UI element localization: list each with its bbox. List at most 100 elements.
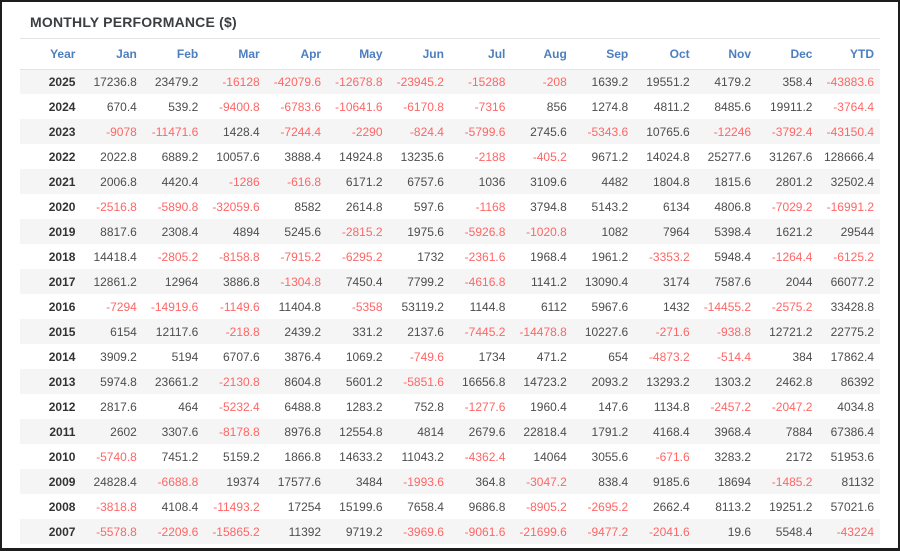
value-cell: 9686.8 <box>468 499 506 514</box>
value-cell: -2041.6 <box>648 524 690 539</box>
column-header-dec[interactable]: Dec <box>757 39 819 70</box>
column-header-jun[interactable]: Jun <box>388 39 450 70</box>
value-cell: 5398.4 <box>714 224 752 239</box>
value-cell: 4811.2 <box>653 99 690 114</box>
year-cell: 2010 <box>48 449 76 464</box>
value-cell: 4894 <box>232 224 260 239</box>
value-cell: -43224 <box>836 524 874 539</box>
value-cell: -32059.6 <box>212 199 260 214</box>
value-cell: -12246 <box>713 124 752 139</box>
value-cell: -6295.2 <box>341 249 383 264</box>
value-cell: 19911.2 <box>769 99 813 114</box>
value-cell: 8582 <box>294 199 322 214</box>
value-cell: -3764.4 <box>833 99 874 114</box>
value-cell: 1639.2 <box>591 74 629 89</box>
column-header-ytd[interactable]: YTD <box>818 39 880 70</box>
table-row-2010: 2010 -5740.8 7451.2 5159.2 1866.8 14633.2 1104… <box>20 444 880 469</box>
value-cell: 6171.2 <box>345 174 383 189</box>
value-cell: -5358 <box>351 299 383 314</box>
value-cell: -4616.8 <box>464 274 506 289</box>
value-cell: 23661.2 <box>154 374 199 389</box>
column-header-jul[interactable]: Jul <box>449 39 512 70</box>
column-header-sep[interactable]: Sep <box>572 39 635 70</box>
year-cell: 2025 <box>48 74 76 89</box>
value-cell: 1036 <box>478 174 506 189</box>
value-cell: -14919.6 <box>150 299 199 314</box>
table-header-row: Year Jan Feb Mar Apr May Jun Jul Aug Sep Oct Nov Dec… <box>20 39 880 70</box>
value-cell: 2093.2 <box>591 374 629 389</box>
value-cell: 358.4 <box>782 74 813 89</box>
year-cell: 2020 <box>48 199 76 214</box>
value-cell: -1277.6 <box>464 399 506 414</box>
value-cell: 3888.4 <box>284 149 322 164</box>
value-cell: -2457.2 <box>710 399 752 414</box>
value-cell: 17254 <box>287 499 322 514</box>
value-cell: -4362.4 <box>464 449 506 464</box>
value-cell: 1141.2 <box>530 274 567 289</box>
column-header-jan[interactable]: Jan <box>81 39 143 70</box>
value-cell: 10227.6 <box>584 324 629 339</box>
value-cell: -42079.6 <box>273 74 322 89</box>
value-cell: 1975.6 <box>407 224 444 239</box>
value-cell: 1144.8 <box>469 299 506 314</box>
year-cell: 2012 <box>48 399 76 414</box>
value-cell: -7915.2 <box>280 249 322 264</box>
monthly-performance-table: Year Jan Feb Mar Apr May Jun Jul Aug Sep Oct Nov Dec… <box>20 39 880 544</box>
column-header-feb[interactable]: Feb <box>142 39 205 70</box>
value-cell: 2137.6 <box>407 324 444 339</box>
value-cell: 4814 <box>417 424 444 439</box>
value-cell: 1732 <box>417 249 444 264</box>
value-cell: 7451.2 <box>161 449 199 464</box>
value-cell: 4420.4 <box>161 174 199 189</box>
value-cell: 32502.4 <box>830 174 874 189</box>
value-cell: 5601.2 <box>345 374 383 389</box>
column-header-mar[interactable]: Mar <box>204 39 266 70</box>
value-cell: 14723.2 <box>523 374 567 389</box>
value-cell: 1621.2 <box>775 224 813 239</box>
value-cell: 14633.2 <box>339 449 383 464</box>
value-cell: 9185.6 <box>652 474 690 489</box>
value-cell: -3818.8 <box>96 499 137 514</box>
value-cell: 6134 <box>662 199 690 214</box>
panel-title: MONTHLY PERFORMANCE ($) <box>20 10 880 39</box>
column-header-year[interactable]: Year <box>20 39 82 70</box>
value-cell: 3283.2 <box>714 449 752 464</box>
year-cell: 2016 <box>48 299 76 314</box>
value-cell: 3794.8 <box>530 199 567 214</box>
table-row-2013: 2013 5974.8 23661.2 -2130.8 8604.8 5601.2 -585… <box>20 369 880 394</box>
table-row-2021: 2021 2006.8 4420.4 -1286 -616.8 6171.2 6757.6 1… <box>20 169 880 194</box>
value-cell: -671.6 <box>655 449 690 464</box>
value-cell: 14024.8 <box>646 149 690 164</box>
value-cell: 2614.8 <box>345 199 383 214</box>
table-row-2012: 2012 2817.6 464 -5232.4 6488.8 1283.2 752.8 -12… <box>20 394 880 419</box>
column-header-oct[interactable]: Oct <box>634 39 696 70</box>
value-cell: 1804.8 <box>652 174 690 189</box>
value-cell: -1168 <box>475 199 506 214</box>
year-cell: 2023 <box>48 124 76 139</box>
value-cell: 17577.6 <box>277 474 322 489</box>
year-cell: 2021 <box>48 174 76 189</box>
year-cell: 2009 <box>48 474 76 489</box>
table-row-2022: 2022 2022.8 6889.2 10057.6 3888.4 14924.8 1323… <box>20 144 880 169</box>
value-cell: 471.2 <box>536 349 567 364</box>
table-row-2025: 2025 17236.8 23479.2 -16128 -42079.6 -12678.8… <box>20 69 880 94</box>
value-cell: -5343.6 <box>587 124 629 139</box>
column-header-nov[interactable]: Nov <box>695 39 758 70</box>
value-cell: -5890.8 <box>157 199 199 214</box>
value-cell: -16991.2 <box>826 199 874 214</box>
column-header-apr[interactable]: Apr <box>265 39 328 70</box>
value-cell: -2361.6 <box>464 249 506 264</box>
column-header-may[interactable]: May <box>327 39 389 70</box>
value-cell: -14455.2 <box>703 299 752 314</box>
value-cell: -3792.4 <box>771 124 813 139</box>
column-header-aug[interactable]: Aug <box>511 39 573 70</box>
value-cell: 3909.2 <box>100 349 137 364</box>
value-cell: -7294 <box>106 299 137 314</box>
value-cell: 1961.2 <box>591 249 629 264</box>
value-cell: 331.2 <box>352 324 383 339</box>
year-cell: 2013 <box>48 374 76 389</box>
value-cell: -2815.2 <box>341 224 383 239</box>
value-cell: 539.2 <box>168 99 199 114</box>
value-cell: -218.8 <box>225 324 260 339</box>
value-cell: 66077.2 <box>830 274 874 289</box>
